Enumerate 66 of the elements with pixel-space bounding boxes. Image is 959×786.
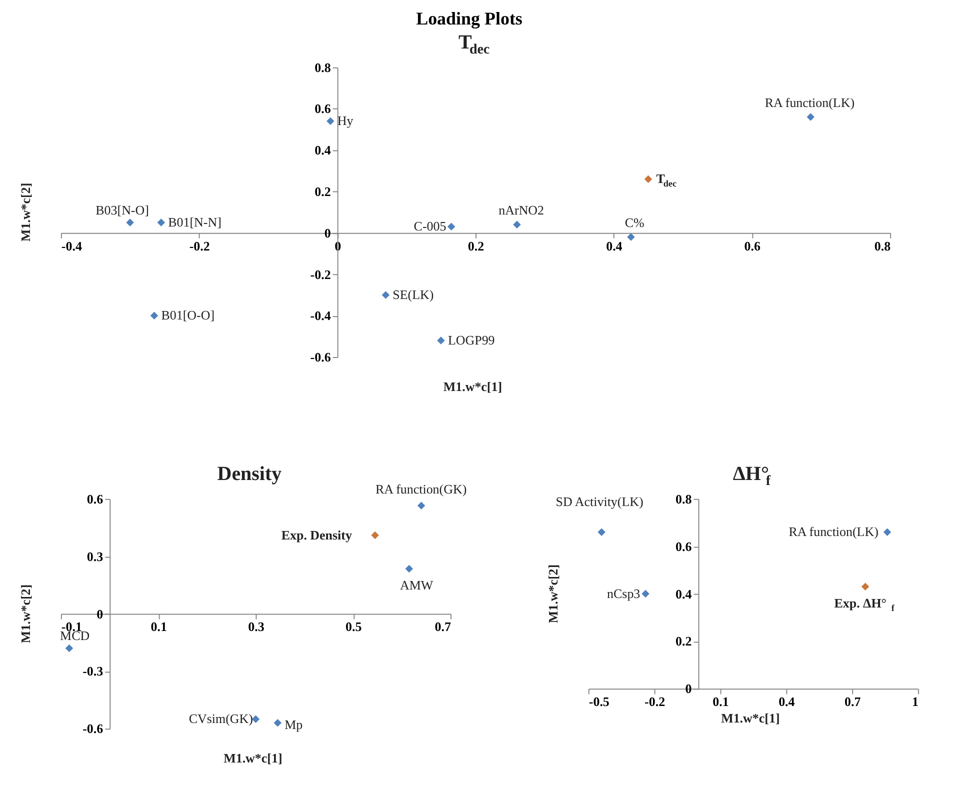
y-tick-label: 0 (96, 606, 104, 622)
x-axis-title: M1.w*c[1] (443, 378, 502, 394)
y-tick-label: 0.8 (676, 491, 692, 506)
y-tick-label: 0.6 (314, 101, 332, 116)
x-tick-label: -0.4 (61, 238, 82, 254)
y-axis-title: M1.w*c[2] (545, 564, 560, 624)
y-tick-label: 0 (685, 681, 692, 696)
point (598, 528, 606, 536)
chart-title: Density (217, 462, 282, 485)
point (642, 590, 650, 598)
series-label: nCsp3 (607, 586, 640, 601)
series-label: RA function(LK) (764, 95, 855, 110)
series-label: B01[O-O] (161, 308, 215, 323)
series-label: SE(LK) (392, 286, 434, 302)
x-tick-label: -0.5 (588, 694, 610, 710)
point (883, 528, 892, 536)
series-label: B03[N-O] (96, 202, 149, 218)
y-tick-label: 0.3 (86, 548, 104, 564)
series-label: Exp. ΔH°f (834, 596, 896, 614)
series-label: Mp (284, 716, 303, 732)
y-tick-label: 0.6 (86, 491, 104, 506)
x-tick-label: 0.1 (712, 694, 729, 710)
x-tick-label: 0.6 (744, 238, 761, 254)
x-tick-label: -0.2 (189, 238, 210, 254)
y-tick-label: 0.2 (314, 184, 331, 199)
x-tick-label: 0.5 (346, 619, 362, 634)
y-tick-label: -0.4 (310, 308, 332, 324)
x-axis-title: M1.w*c[1] (721, 710, 780, 726)
x-tick-label: 0.7 (434, 619, 452, 634)
series-label: C-005 (414, 218, 446, 234)
series-label: Hy (337, 113, 354, 128)
point (861, 582, 870, 591)
x-tick-label: -0.2 (644, 694, 666, 710)
series-label: RA function(GK) (376, 482, 467, 497)
y-tick-label: 0.8 (314, 60, 332, 75)
x-tick-label: 0.7 (844, 694, 862, 710)
text: Loading Plots (416, 8, 522, 28)
y-tick-label: 0.4 (676, 586, 692, 602)
x-tick-label: 0 (334, 238, 342, 254)
y-tick-label: 0.4 (314, 142, 332, 158)
x-tick-label: 0.1 (150, 619, 167, 634)
y-tick-label: -0.3 (82, 664, 104, 679)
series-label: nArNO2 (498, 202, 544, 218)
x-tick-label: 1 (912, 694, 919, 710)
y-tick-label: 0 (324, 225, 331, 240)
y-axis-title: M1.w*c[2] (18, 182, 33, 242)
y-tick-label: -0.2 (310, 266, 331, 282)
series-label: AMW (400, 578, 434, 593)
text: SD Activity(LK) (556, 494, 644, 510)
series-label: LOGP99 (448, 332, 495, 348)
y-tick-label: -0.6 (82, 721, 104, 736)
x-tick-label: 0.4 (778, 694, 796, 710)
series-label: CVsim(GK) (188, 711, 253, 726)
y-tick-label: -0.6 (310, 350, 332, 365)
series-label: C% (624, 215, 645, 230)
y-axis-title: M1.w*c[2] (18, 584, 33, 644)
x-tick-label: 0.4 (606, 238, 623, 254)
x-tick-label: 0.3 (248, 619, 265, 634)
series-label: Exp. Density (281, 527, 352, 542)
series-label: RA function(LK) (788, 524, 878, 540)
y-tick-label: 0.6 (676, 538, 692, 554)
y-tick-label: 0.2 (676, 634, 692, 649)
x-tick-label: 0.2 (468, 238, 484, 254)
x-tick-label: 0.8 (874, 238, 892, 254)
x-axis-title: M1.w*c[1] (224, 750, 282, 766)
series-label: B01[N-N] (168, 214, 222, 230)
